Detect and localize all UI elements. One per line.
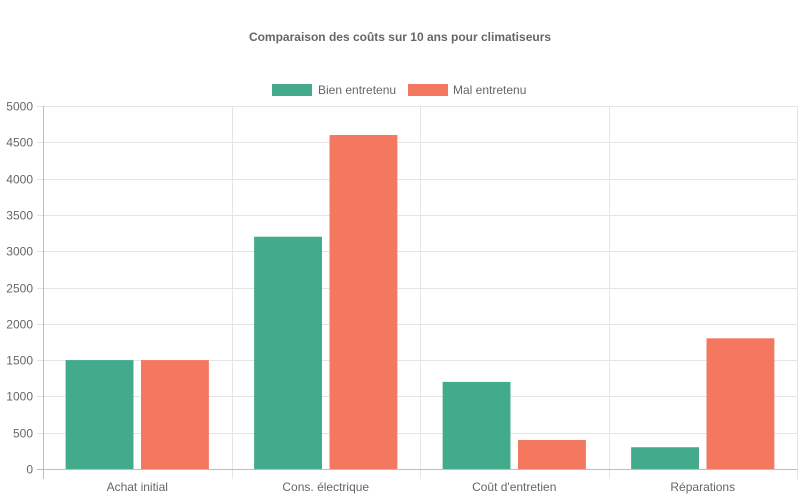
bar-bien-entretenu[interactable] [254, 236, 322, 469]
bar-mal-entretenu[interactable] [329, 135, 398, 470]
legend-swatch [408, 84, 448, 96]
chart-title: Comparaison des coûts sur 10 ans pour cl… [249, 30, 551, 44]
bar-bien-entretenu[interactable] [65, 360, 134, 469]
y-tick-label: 3000 [6, 245, 33, 259]
bar-bien-entretenu[interactable] [442, 381, 511, 469]
legend: Bien entretenu Mal entretenu [272, 83, 526, 97]
bars [65, 135, 775, 470]
bar-mal-entretenu[interactable] [141, 360, 209, 469]
x-tick-label: Réparations [670, 480, 735, 494]
y-tick-label: 5000 [6, 100, 33, 114]
y-tick-label: 4000 [6, 173, 33, 187]
x-tick-label: Cons. électrique [282, 480, 369, 494]
y-tick-label: 0 [26, 463, 33, 477]
legend-swatch [272, 84, 312, 96]
y-tick-label: 500 [13, 427, 33, 441]
y-tick-label: 2000 [6, 318, 33, 332]
legend-item-mal-entretenu[interactable]: Mal entretenu [408, 83, 526, 97]
legend-item-bien-entretenu[interactable]: Bien entretenu [272, 83, 396, 97]
bar-mal-entretenu[interactable] [706, 338, 775, 469]
legend-label: Bien entretenu [318, 83, 396, 97]
y-tick-label: 1000 [6, 390, 33, 404]
y-tick-label: 1500 [6, 354, 33, 368]
legend-label: Mal entretenu [453, 83, 526, 97]
bar-mal-entretenu[interactable] [518, 439, 586, 469]
x-tick-label: Achat initial [107, 480, 168, 494]
y-tick-label: 2500 [6, 282, 33, 296]
x-tick-label: Coût d'entretien [472, 480, 556, 494]
bar-bien-entretenu[interactable] [631, 447, 699, 469]
y-tick-label: 3500 [6, 209, 33, 223]
axis-labels: 0 500 1000 1500 2000 2500 3000 3500 4000 4500 5000… [6, 100, 735, 495]
y-tick-label: 4500 [6, 136, 33, 150]
